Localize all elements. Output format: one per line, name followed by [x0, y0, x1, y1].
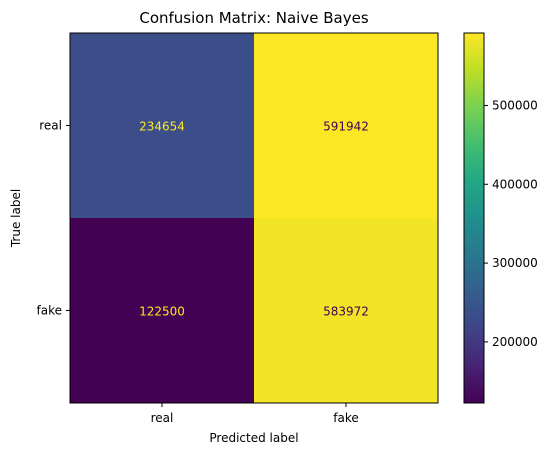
plot-frame [69, 32, 439, 404]
y-tick-label: real [39, 119, 62, 133]
colorbar-tick-label: 300000 [492, 256, 538, 270]
heatmap-cell [70, 218, 255, 404]
y-tick-label: fake [37, 304, 62, 318]
chart-title: Confusion Matrix: Naive Bayes [139, 9, 368, 27]
heatmap-cell [254, 218, 439, 404]
colorbar-tick-label: 200000 [492, 335, 538, 349]
colorbar-tick-label: 400000 [492, 177, 538, 191]
y-axis-ticks: real fake [37, 119, 70, 318]
y-axis-label: True label [9, 189, 23, 248]
heatmap-cells: 234654 591942 122500 583972 [70, 33, 439, 404]
cell-value-label: 234654 [139, 120, 185, 134]
x-tick-label: real [151, 411, 174, 425]
cell-value-label: 122500 [139, 305, 185, 319]
cell-value-label: 583972 [323, 305, 369, 319]
cell-value-label: 591942 [323, 120, 369, 134]
x-tick-label: fake [333, 411, 358, 425]
colorbar-ticks: 200000 300000 400000 500000 [484, 98, 538, 349]
colorbar [463, 32, 485, 404]
colorbar-tick-label: 500000 [492, 98, 538, 112]
x-axis-label: Predicted label [209, 431, 298, 445]
heatmap-cell [254, 33, 439, 219]
heatmap-cell [70, 33, 255, 219]
x-axis-ticks: real fake [151, 403, 359, 425]
